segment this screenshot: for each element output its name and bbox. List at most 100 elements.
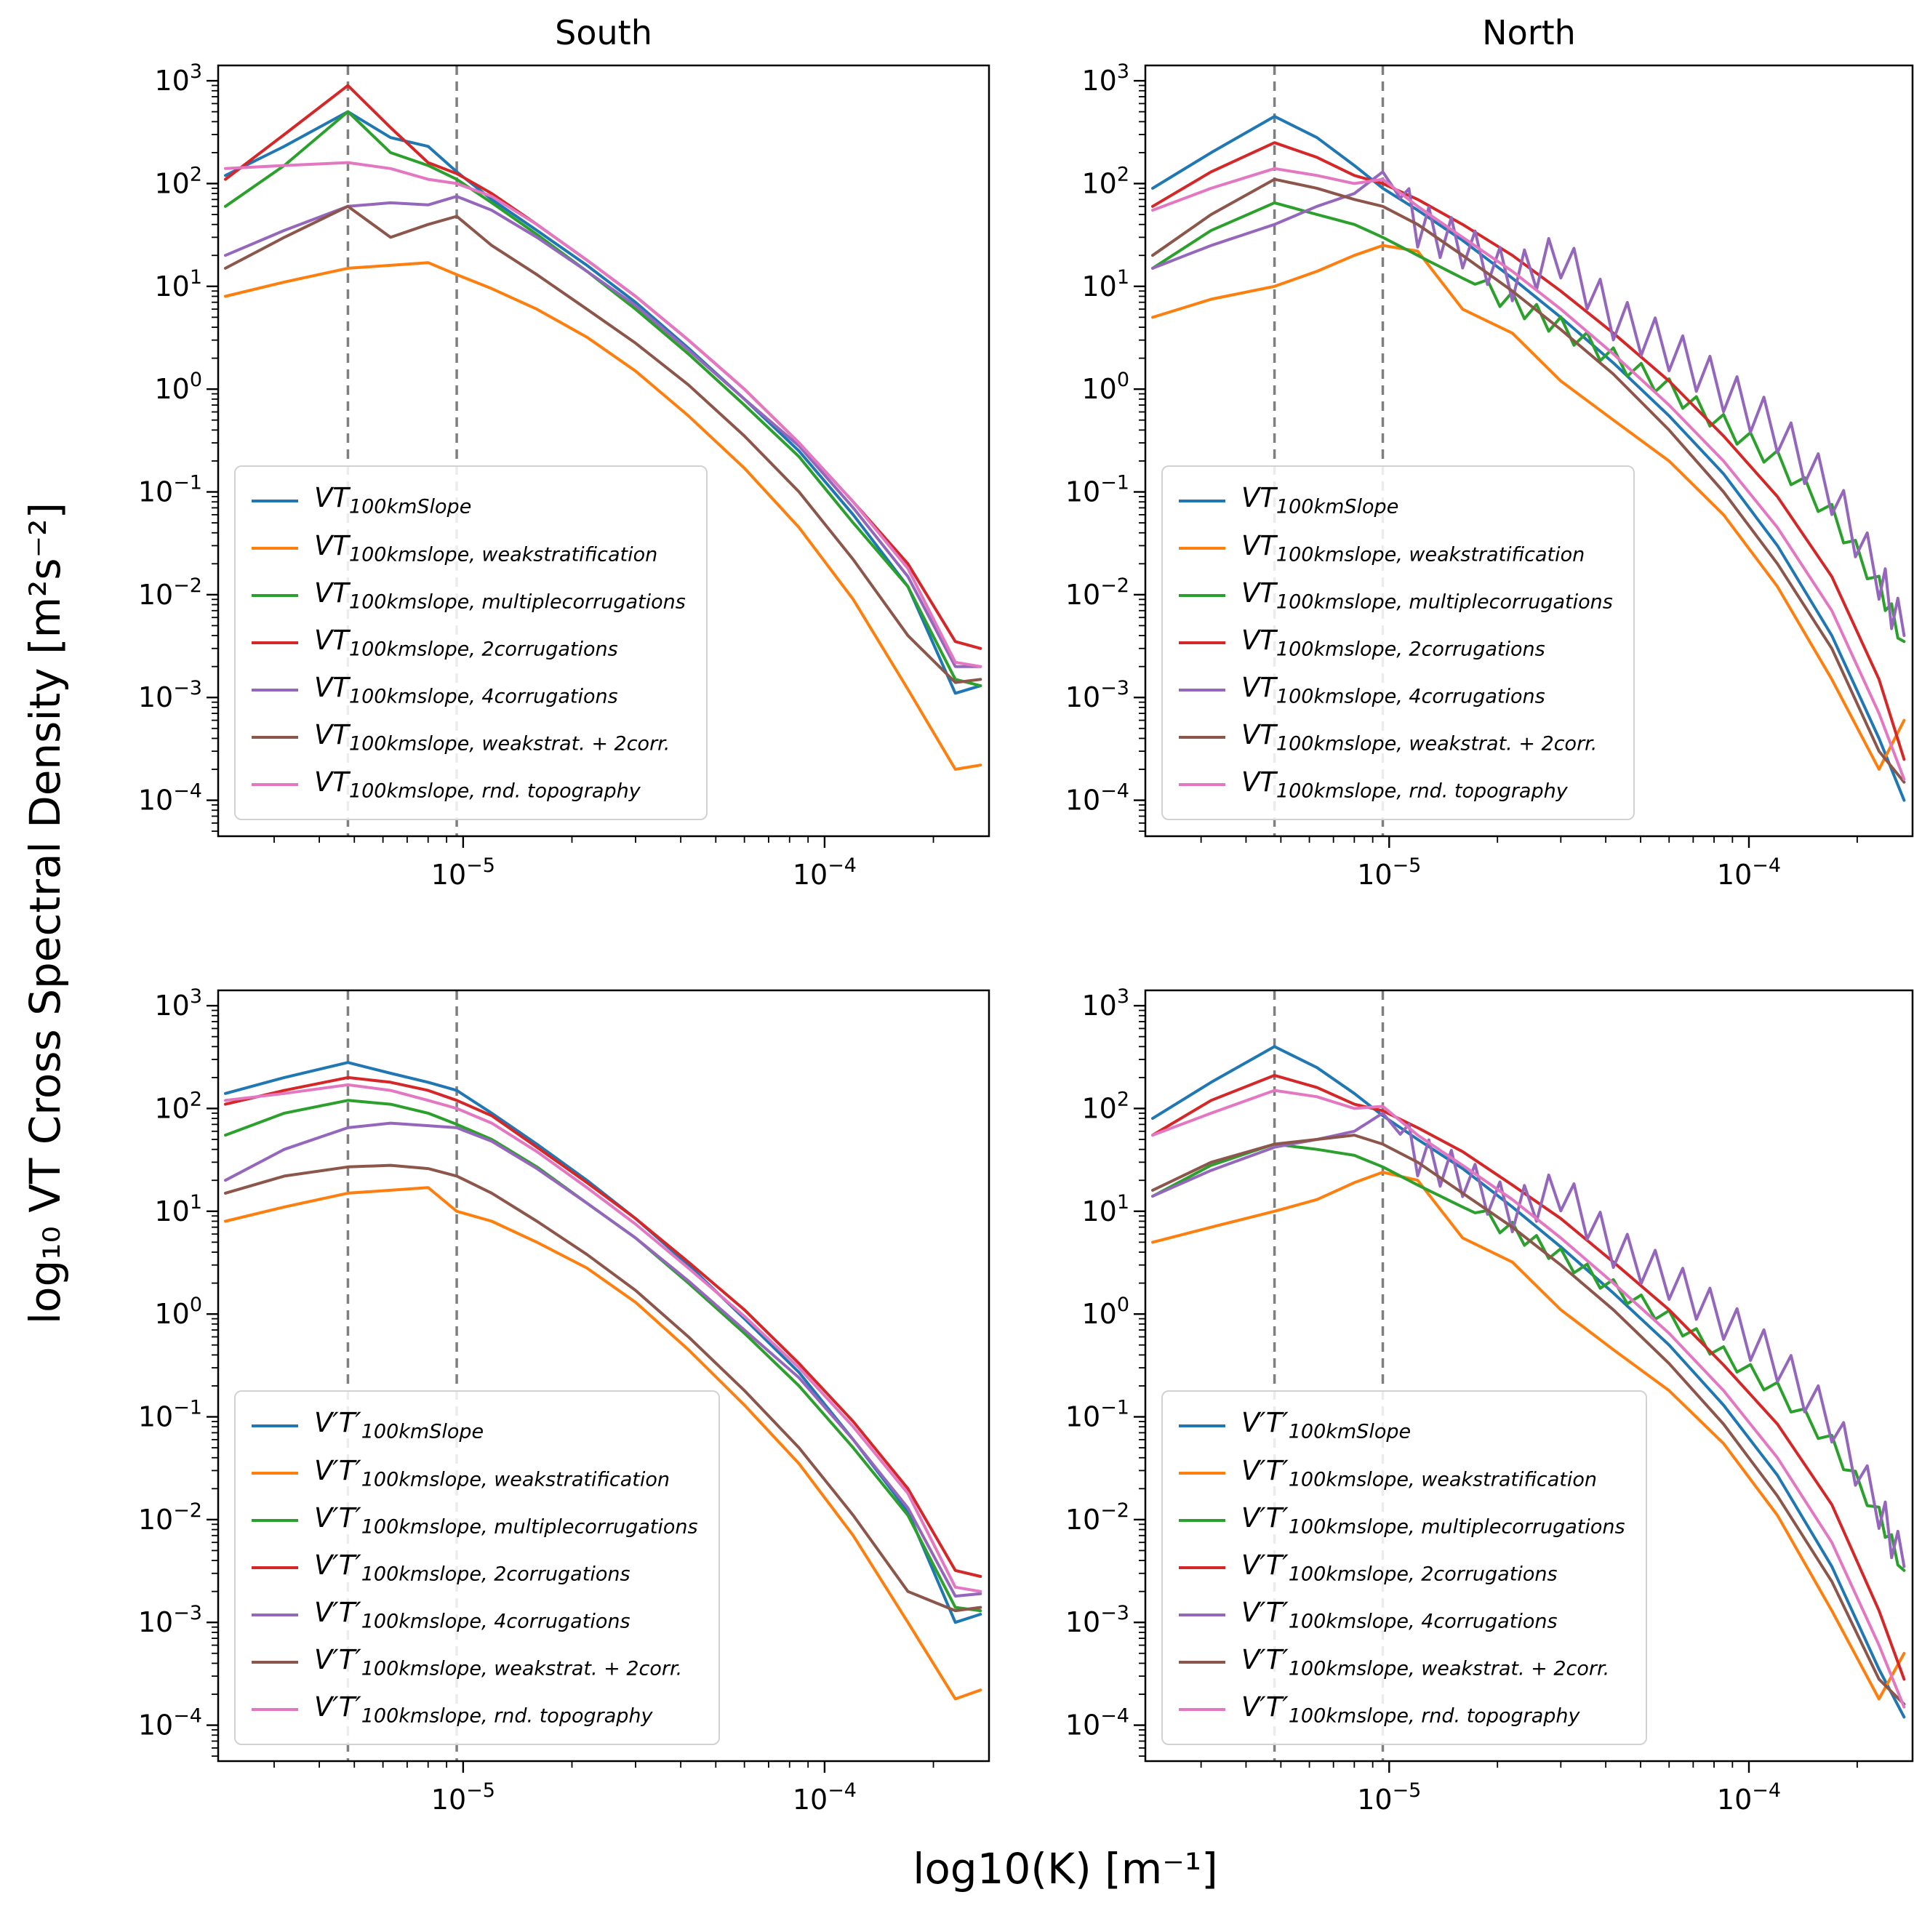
- axes-frame: [1144, 64, 1914, 838]
- series-line: [1151, 1142, 1906, 1572]
- y-tick-label: 101: [1081, 1191, 1129, 1227]
- legend-label: VT100kmslope, 2corrugations: [314, 624, 618, 661]
- legend-label: V′T′100kmslope, 4corrugations: [314, 1596, 630, 1633]
- y-tick-label: 10−3: [1065, 677, 1129, 713]
- x-tick-label: 10−4: [1717, 1779, 1781, 1816]
- legend-line-sample: [252, 1519, 298, 1523]
- y-axis-label: log₁₀ VT Cross Spectral Density [m²s⁻²]: [20, 502, 70, 1325]
- legend-label: V′T′100kmslope, 2corrugations: [1241, 1549, 1558, 1586]
- x-tick-label: 10−5: [1357, 1779, 1421, 1816]
- y-tick-label: 10−4: [138, 1705, 202, 1741]
- legend-north-vt: VT100kmSlope VT100kmslope, weakstratifica…: [1161, 465, 1635, 820]
- series-line: [224, 110, 982, 695]
- legend-line-sample: [252, 547, 298, 550]
- series-line: [224, 195, 982, 668]
- legend-line-sample: [1179, 547, 1225, 550]
- legend-line-sample: [1179, 736, 1225, 739]
- legend-label: VT100kmslope, 2corrugations: [1241, 624, 1545, 661]
- legend-label: VT100kmslope, weakstrat. + 2corr.: [314, 718, 670, 755]
- legend-line-sample: [252, 1424, 298, 1427]
- y-tick-label: 103: [1081, 60, 1129, 97]
- legend-label: V′T′100kmSlope: [1241, 1407, 1412, 1443]
- legend-entry: VT100kmslope, 4corrugations: [1179, 667, 1613, 714]
- legend-line-sample: [1179, 1708, 1225, 1712]
- legend-label: V′T′100kmslope, 2corrugations: [314, 1549, 630, 1586]
- y-tick-label: 10−3: [1065, 1602, 1129, 1638]
- legend-entry: V′T′100kmslope, multiplecorrugations: [252, 1497, 698, 1544]
- y-tick-label: 10−2: [1065, 574, 1129, 611]
- y-tick-label: 10−1: [138, 1397, 202, 1433]
- legend-label: VT100kmSlope: [314, 482, 472, 518]
- legend-entry: V′T′100kmslope, weakstratification: [252, 1450, 698, 1497]
- x-tick-label: 10−4: [1717, 854, 1781, 891]
- y-tick-label: 10−1: [1065, 1397, 1129, 1433]
- legend-label: VT100kmslope, weakstratification: [1241, 529, 1585, 566]
- axes-frame: [217, 989, 990, 1763]
- axes-frame: [1144, 989, 1914, 1763]
- legend-entry: V′T′100kmslope, rnd. topography: [252, 1686, 698, 1733]
- y-tick-label: 100: [154, 369, 202, 405]
- legend-line-sample: [1179, 689, 1225, 692]
- chart-panel-north-vpt: 10−5 10−4 103 102 101 100 10−1 10−2 10−3 10−4: [1065, 985, 1914, 1816]
- legend-entry: V′T′100kmslope, 2corrugations: [1179, 1544, 1625, 1592]
- legend-entry: VT100kmslope, weakstrat. + 2corr.: [252, 714, 686, 761]
- legend-line-sample: [252, 1614, 298, 1617]
- y-tick-label: 10−3: [138, 677, 202, 713]
- series-line: [1151, 177, 1906, 784]
- x-tick-label: 10−4: [793, 1779, 857, 1816]
- legend-south-vpt: V′T′100kmSlope V′T′100kmslope, weakstrati…: [234, 1390, 720, 1745]
- y-tick-label: 102: [154, 163, 202, 199]
- column-title-north: North: [1482, 13, 1576, 52]
- legend-entry: VT100kmslope, multiplecorrugations: [1179, 572, 1613, 620]
- legend-entry: V′T′100kmslope, weakstratification: [1179, 1450, 1625, 1497]
- legend-entry: V′T′100kmslope, weakstrat. + 2corr.: [1179, 1639, 1625, 1686]
- legend-line-sample: [1179, 1661, 1225, 1664]
- legend-entry: VT100kmslope, 2corrugations: [1179, 620, 1613, 667]
- series-line: [1151, 1073, 1906, 1681]
- series-line: [1151, 1171, 1906, 1701]
- legend-label: V′T′100kmslope, multiplecorrugations: [1241, 1502, 1625, 1538]
- legend-entry: VT100kmslope, multiplecorrugations: [252, 572, 686, 620]
- legend-label: VT100kmslope, rnd. topography: [1241, 766, 1568, 803]
- chart-panel-south-vt: 10−5 10−4 103 102 101 100 10−1 10−2 10−3 10−4: [138, 60, 990, 891]
- legend-entry: V′T′100kmslope, 4corrugations: [252, 1592, 698, 1639]
- legend-line-sample: [1179, 1614, 1225, 1617]
- legend-entry: V′T′100kmslope, weakstrat. + 2corr.: [252, 1639, 698, 1686]
- legend-entry: VT100kmSlope: [252, 477, 686, 524]
- y-tick-label: 101: [154, 1191, 202, 1227]
- legend-entry: V′T′100kmSlope: [252, 1402, 698, 1449]
- legend-entry: VT100kmslope, 4corrugations: [252, 667, 686, 714]
- legend-label: V′T′100kmslope, weakstrat. + 2corr.: [1241, 1643, 1610, 1680]
- legend-label: V′T′100kmslope, weakstratification: [314, 1454, 670, 1491]
- series-line: [224, 1186, 982, 1701]
- legend-line-sample: [252, 499, 298, 502]
- legend-entry: V′T′100kmslope, 2corrugations: [252, 1544, 698, 1592]
- y-tick-label: 102: [1081, 163, 1129, 199]
- y-tick-label: 10−1: [1065, 472, 1129, 508]
- y-tick-label: 10−4: [1065, 1705, 1129, 1741]
- legend-line-sample: [1179, 1566, 1225, 1570]
- legend-entry: V′T′100kmSlope: [1179, 1402, 1625, 1449]
- legend-line-sample: [252, 641, 298, 645]
- y-tick-label: 10−3: [138, 1602, 202, 1638]
- y-tick-label: 102: [1081, 1088, 1129, 1124]
- series-line: [1151, 244, 1906, 771]
- legend-label: VT100kmslope, multiplecorrugations: [314, 577, 686, 613]
- legend-north-vpt: V′T′100kmSlope V′T′100kmslope, weakstrati…: [1161, 1390, 1647, 1745]
- legend-line-sample: [1179, 1424, 1225, 1427]
- legend-line-sample: [252, 1566, 298, 1570]
- legend-entry: VT100kmslope, weakstratification: [252, 525, 686, 572]
- legend-south-vt: VT100kmSlope VT100kmslope, weakstratifica…: [234, 465, 708, 820]
- series-line: [1151, 115, 1906, 802]
- legend-label: VT100kmslope, 4corrugations: [1241, 671, 1545, 708]
- x-tick-label: 10−5: [431, 854, 495, 891]
- y-tick-label: 100: [154, 1294, 202, 1330]
- legend-line-sample: [252, 689, 298, 692]
- legend-label: VT100kmslope, weakstrat. + 2corr.: [1241, 718, 1598, 755]
- y-tick-label: 103: [1081, 985, 1129, 1022]
- legend-label: VT100kmSlope: [1241, 482, 1399, 518]
- series-line: [1151, 1045, 1906, 1719]
- legend-line-sample: [1179, 1519, 1225, 1523]
- series-line: [1151, 170, 1906, 638]
